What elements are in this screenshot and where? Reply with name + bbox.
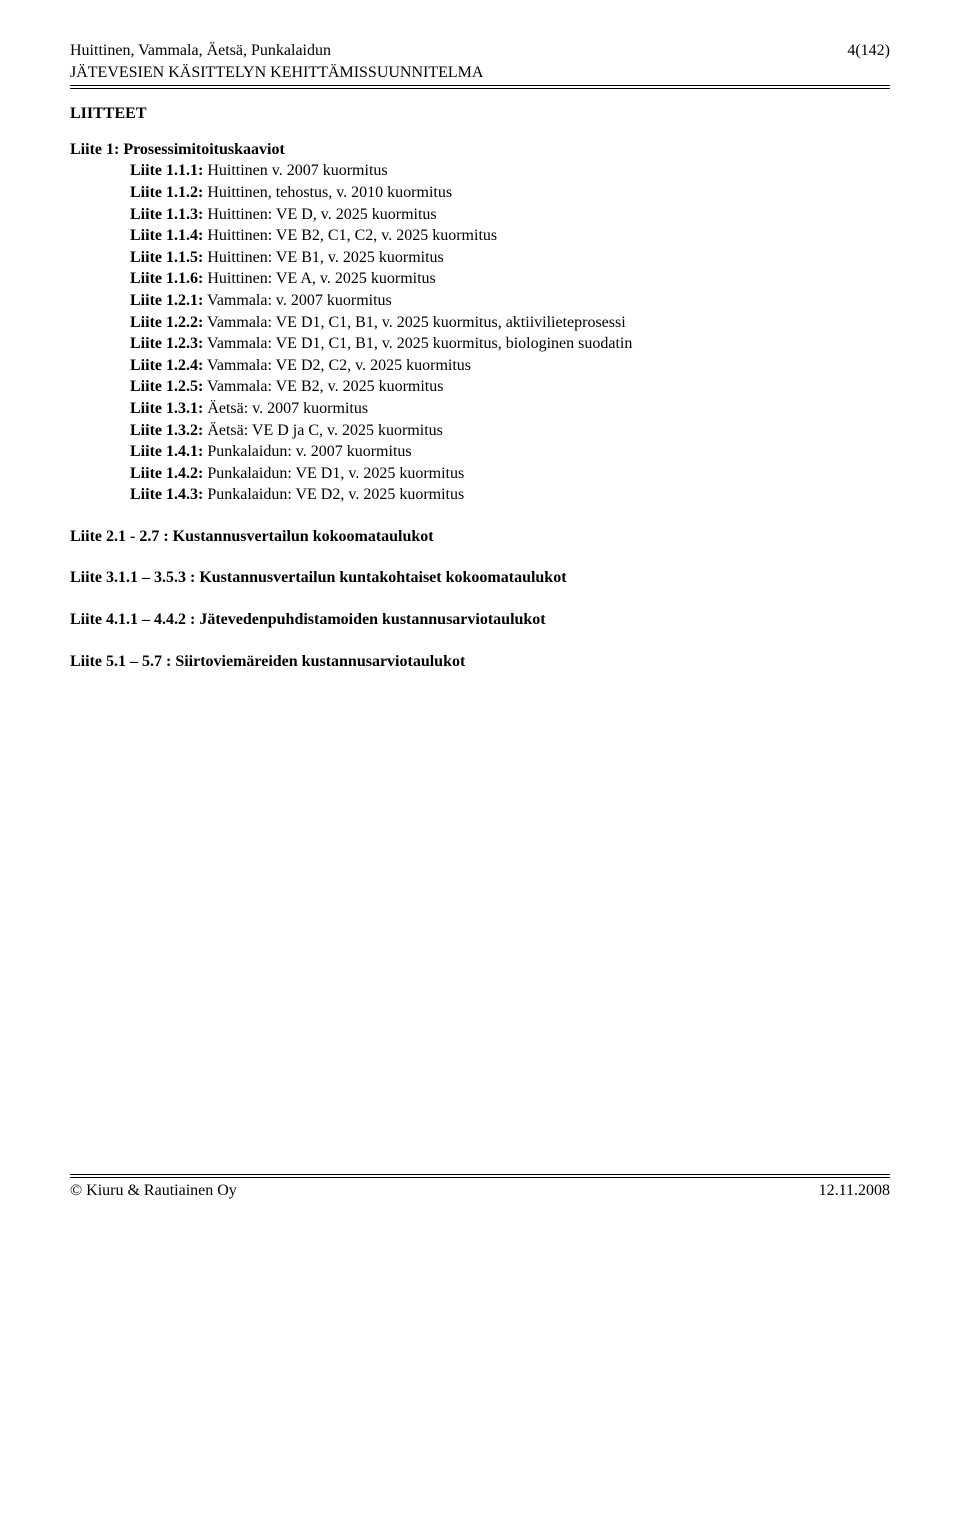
liite1-item: Liite 1.2.4: Vammala: VE D2, C2, v. 2025…: [130, 355, 890, 377]
liite1-item-text: Vammala: VE B2, v. 2025 kuormitus: [203, 378, 443, 395]
header-page-number: 4(142): [847, 40, 890, 62]
liite1-title: Liite 1: Prosessimitoituskaaviot: [70, 139, 890, 161]
outer-liite-list: Liite 2.1 - 2.7 : Kustannusvertailun kok…: [70, 526, 890, 672]
header-divider-bottom: [70, 88, 890, 89]
header-left: Huittinen, Vammala, Äetsä, Punkalaidun J…: [70, 40, 483, 83]
liite1-item-label: Liite 1.2.4:: [130, 357, 203, 374]
liite1-item-label: Liite 1.1.5:: [130, 249, 203, 266]
liite1-item: Liite 1.2.1: Vammala: v. 2007 kuormitus: [130, 290, 890, 312]
outer-liite-item: Liite 2.1 - 2.7 : Kustannusvertailun kok…: [70, 526, 890, 548]
liite1-item-label: Liite 1.2.3:: [130, 335, 203, 352]
liite1-item-label: Liite 1.2.2:: [130, 314, 203, 331]
liite1-item: Liite 1.4.1: Punkalaidun: v. 2007 kuormi…: [130, 441, 890, 463]
liite1-item-label: Liite 1.4.3:: [130, 486, 203, 503]
liite1-item-text: Vammala: VE D2, C2, v. 2025 kuormitus: [203, 357, 471, 374]
liite1-item: Liite 1.3.1: Äetsä: v. 2007 kuormitus: [130, 398, 890, 420]
liite1-sublist: Liite 1.1.1: Huittinen v. 2007 kuormitus…: [130, 160, 890, 506]
liite1-item-text: Huittinen, tehostus, v. 2010 kuormitus: [203, 184, 452, 201]
liite1-item-text: Äetsä: v. 2007 kuormitus: [203, 400, 368, 417]
liite1-item-label: Liite 1.4.1:: [130, 443, 203, 460]
liite1-item: Liite 1.2.2: Vammala: VE D1, C1, B1, v. …: [130, 312, 890, 334]
liite1-item: Liite 1.4.3: Punkalaidun: VE D2, v. 2025…: [130, 484, 890, 506]
liite1-item: Liite 1.1.5: Huittinen: VE B1, v. 2025 k…: [130, 247, 890, 269]
liite1-item: Liite 1.1.3: Huittinen: VE D, v. 2025 ku…: [130, 204, 890, 226]
liite1-item: Liite 1.4.2: Punkalaidun: VE D1, v. 2025…: [130, 463, 890, 485]
liite1-item-text: Vammala: v. 2007 kuormitus: [203, 292, 391, 309]
header-left-line2: JÄTEVESIEN KÄSITTELYN KEHITTÄMISSUUNNITE…: [70, 62, 483, 84]
liite1-item-label: Liite 1.2.1:: [130, 292, 203, 309]
header-left-line1: Huittinen, Vammala, Äetsä, Punkalaidun: [70, 40, 483, 62]
liite1-item-label: Liite 1.2.5:: [130, 378, 203, 395]
liite1-item: Liite 1.2.5: Vammala: VE B2, v. 2025 kuo…: [130, 376, 890, 398]
liite1-item-text: Punkalaidun: VE D2, v. 2025 kuormitus: [203, 486, 464, 503]
liite1-item: Liite 1.1.2: Huittinen, tehostus, v. 201…: [130, 182, 890, 204]
outer-liite-item: Liite 3.1.1 – 3.5.3 : Kustannusvertailun…: [70, 567, 890, 589]
liite1-item-label: Liite 1.1.4:: [130, 227, 203, 244]
liite1-item-label: Liite 1.1.3:: [130, 206, 203, 223]
liite1-item-text: Vammala: VE D1, C1, B1, v. 2025 kuormitu…: [203, 314, 625, 331]
page-footer: © Kiuru & Rautiainen Oy 12.11.2008: [70, 1180, 890, 1202]
liite1-item-text: Punkalaidun: v. 2007 kuormitus: [203, 443, 411, 460]
liite1-item-text: Huittinen: VE D, v. 2025 kuormitus: [203, 206, 436, 223]
liite1-item-text: Huittinen: VE B2, C1, C2, v. 2025 kuormi…: [203, 227, 497, 244]
liite1-item-label: Liite 1.1.2:: [130, 184, 203, 201]
liite1-item: Liite 1.1.4: Huittinen: VE B2, C1, C2, v…: [130, 225, 890, 247]
liite1-item-label: Liite 1.3.2:: [130, 422, 203, 439]
liite1-item-text: Äetsä: VE D ja C, v. 2025 kuormitus: [203, 422, 443, 439]
liite1-item: Liite 1.1.1: Huittinen v. 2007 kuormitus: [130, 160, 890, 182]
footer-divider-top: [70, 1174, 890, 1175]
footer-divider-bottom: [70, 1177, 890, 1178]
vertical-spacer: [70, 672, 890, 1172]
liite1-item-text: Vammala: VE D1, C1, B1, v. 2025 kuormitu…: [203, 335, 632, 352]
liite1-item-text: Huittinen: VE B1, v. 2025 kuormitus: [203, 249, 443, 266]
liite1-item-text: Punkalaidun: VE D1, v. 2025 kuormitus: [203, 465, 464, 482]
footer-left: © Kiuru & Rautiainen Oy: [70, 1180, 237, 1202]
liite1-item-label: Liite 1.4.2:: [130, 465, 203, 482]
liite1-item: Liite 1.2.3: Vammala: VE D1, C1, B1, v. …: [130, 333, 890, 355]
liite1-item-text: Huittinen v. 2007 kuormitus: [203, 162, 387, 179]
liite1-item-label: Liite 1.3.1:: [130, 400, 203, 417]
liite1-item-text: Huittinen: VE A, v. 2025 kuormitus: [203, 270, 435, 287]
liite1-item-label: Liite 1.1.6:: [130, 270, 203, 287]
liite1-item: Liite 1.3.2: Äetsä: VE D ja C, v. 2025 k…: [130, 420, 890, 442]
liite1-item-label: Liite 1.1.1:: [130, 162, 203, 179]
page-header: Huittinen, Vammala, Äetsä, Punkalaidun J…: [70, 40, 890, 83]
outer-liite-item: Liite 4.1.1 – 4.4.2 : Jätevedenpuhdistam…: [70, 609, 890, 631]
outer-liite-item: Liite 5.1 – 5.7 : Siirtoviemäreiden kust…: [70, 651, 890, 673]
liite1-item: Liite 1.1.6: Huittinen: VE A, v. 2025 ku…: [130, 268, 890, 290]
header-divider-top: [70, 85, 890, 86]
section-title-liitteet: LIITTEET: [70, 103, 890, 125]
footer-right-date: 12.11.2008: [819, 1180, 890, 1202]
